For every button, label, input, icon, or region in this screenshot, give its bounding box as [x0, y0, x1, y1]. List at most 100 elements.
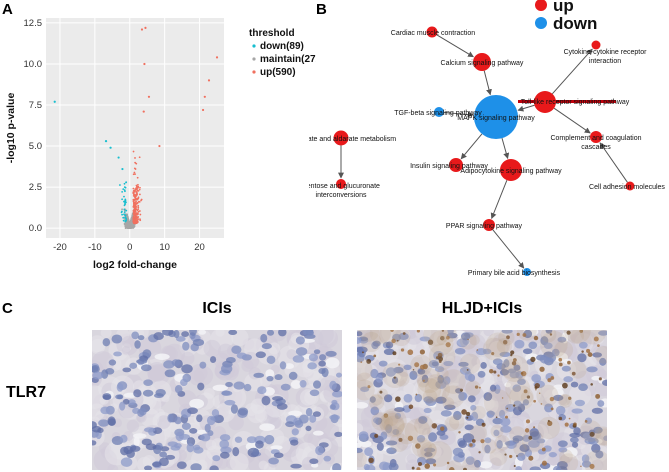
point-down	[123, 186, 126, 189]
node-label-tgfb: TGF-beta signaling pathway	[394, 110, 482, 117]
point-up	[143, 62, 146, 66]
column-title-icis: ICIs	[202, 300, 232, 317]
node-cardiac	[426, 26, 438, 38]
point-up	[132, 217, 135, 220]
point-up	[134, 168, 137, 170]
y-tick-label: 0.0	[29, 223, 42, 234]
point-up	[139, 193, 141, 196]
point-up	[137, 196, 140, 199]
point-up	[133, 201, 135, 204]
point-up	[139, 186, 141, 189]
node-label-cytokine: Cytokine-cytokine receptor interaction	[564, 49, 648, 65]
y-tick-label: 12.5	[24, 18, 43, 29]
legend-key	[252, 57, 256, 61]
point-up	[139, 213, 142, 216]
point-maintain	[131, 227, 134, 229]
point-down	[123, 200, 125, 203]
point-down	[121, 167, 124, 171]
point-maintain	[124, 222, 126, 225]
point-up	[133, 211, 135, 214]
point-up	[133, 220, 136, 223]
point-down	[124, 217, 127, 219]
node-pentose	[336, 179, 346, 189]
legend-entry: up(590)	[260, 67, 296, 78]
point-up	[133, 198, 135, 201]
point-maintain	[127, 219, 130, 222]
point-down	[104, 140, 108, 143]
point-maintain	[124, 227, 127, 229]
point-up	[133, 214, 136, 217]
point-up	[138, 188, 141, 191]
point-maintain	[126, 213, 128, 216]
point-up	[132, 150, 135, 153]
point-up	[137, 216, 140, 218]
node-label-insulin: Insulin signaling pathway	[410, 163, 488, 170]
point-up	[133, 208, 136, 211]
node-label-cardiac: Cardiac muscle contraction	[391, 30, 476, 37]
network-edge	[551, 48, 593, 95]
legend-key	[252, 70, 256, 74]
point-maintain	[127, 221, 130, 224]
node-label-celladh: Cell adhesion molecules	[589, 184, 665, 191]
point-up	[132, 187, 135, 190]
network-edge	[492, 229, 525, 269]
network-edge	[460, 133, 483, 160]
point-down	[123, 195, 125, 198]
point-down	[124, 214, 127, 217]
point-up	[134, 204, 137, 207]
node-adipo	[500, 159, 522, 181]
point-up	[201, 108, 205, 112]
point-up	[137, 206, 140, 209]
point-up	[203, 95, 206, 98]
y-tick-label: 2.5	[29, 182, 42, 193]
network-legend-label: down	[553, 14, 597, 33]
point-up	[139, 218, 141, 221]
y-tick-label: 7.5	[29, 100, 42, 111]
node-label-mapk: MAPK signaling pathway	[457, 115, 535, 122]
axis-ticks: -20 -10 0 10 20 0.0 2.5 5.0 7.5 10.0 12.5	[24, 18, 205, 253]
network-edge	[501, 138, 510, 160]
point-maintain	[133, 225, 136, 228]
point-up	[139, 210, 141, 212]
point-maintain	[130, 221, 133, 224]
point-down	[123, 182, 126, 185]
node-bile	[523, 268, 531, 276]
legend-key	[252, 44, 256, 48]
point-up	[136, 187, 138, 190]
node-label-bile: Primary bile acid biosynthesis	[468, 270, 561, 277]
point-up	[136, 221, 138, 224]
node-cytokine	[591, 40, 601, 50]
network-nodes	[333, 26, 635, 276]
node-label-pentose: Pentose and glucuronate interconversions	[309, 183, 380, 199]
point-up	[135, 202, 138, 204]
network-legend-key	[535, 17, 547, 29]
point-up	[147, 95, 151, 98]
volcano-plot: -20 -10 0 10 20 0.0 2.5 5.0 7.5 10.0 12.5 log2 fol…	[5, 18, 316, 271]
point-up	[140, 199, 142, 202]
panel-letter-c: C	[2, 300, 13, 317]
point-down	[125, 218, 128, 221]
micrograph-hljd-icis	[357, 330, 607, 470]
point-up	[133, 206, 136, 209]
point-down	[122, 188, 125, 191]
point-up	[134, 196, 137, 199]
point-down	[122, 216, 125, 219]
micrograph-icis	[92, 330, 342, 470]
point-up	[136, 213, 138, 216]
x-tick-label: 0	[127, 242, 132, 253]
point-up	[158, 144, 161, 148]
node-label-calcium: Calcium signaling pathway	[441, 60, 524, 67]
point-up	[133, 194, 136, 197]
x-tick-label: 20	[194, 242, 205, 253]
data-points	[53, 26, 219, 225]
point-maintain	[128, 226, 130, 229]
tlr-highlight-bar	[518, 100, 616, 103]
row-label-tlr7: TLR7	[6, 384, 46, 401]
network-edge	[443, 111, 474, 118]
point-up	[140, 28, 144, 31]
point-up	[136, 192, 138, 195]
point-down	[124, 200, 127, 203]
node-label-tlr: Toll-like receptor signaling pathway	[521, 99, 630, 106]
